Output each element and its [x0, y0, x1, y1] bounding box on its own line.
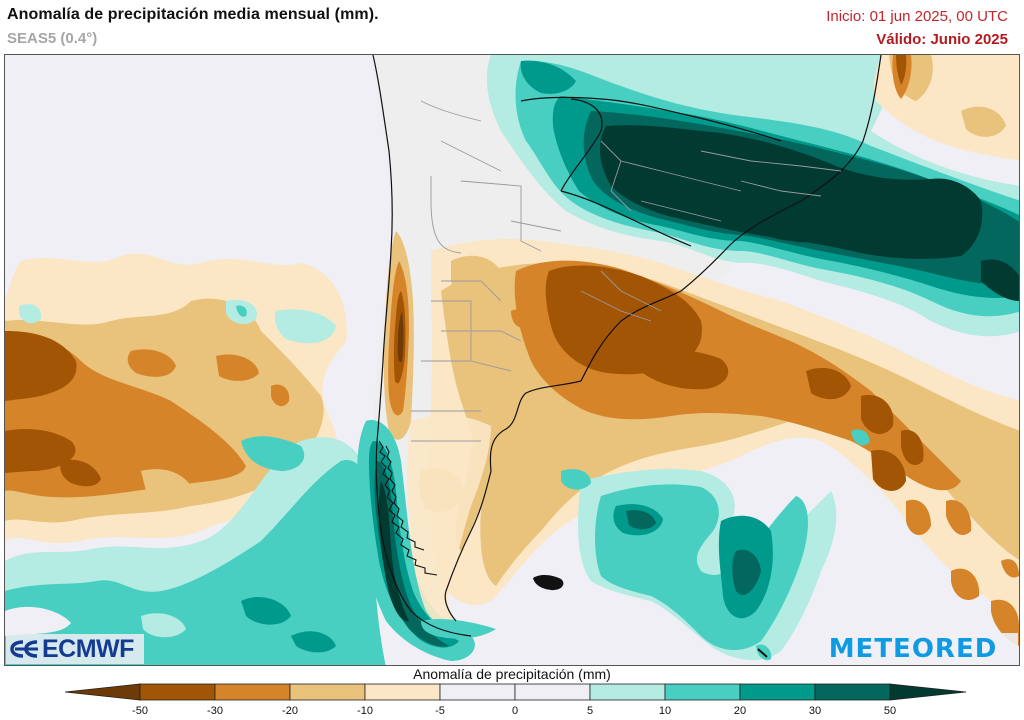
colorbar-tick: 5	[586, 705, 594, 717]
coastline	[372, 55, 882, 637]
colorbar-title: Anomalía de precipitación (mm)	[413, 666, 611, 682]
colorbar-tick: -30	[207, 705, 223, 717]
colorbar-tick: 30	[808, 705, 822, 717]
falklands-islands	[533, 575, 564, 591]
precipitation-anomaly-map	[4, 54, 1020, 666]
colorbar-tick: 10	[658, 705, 672, 717]
chile-archipelago	[378, 440, 438, 576]
ecmwf-mark-icon	[10, 639, 40, 659]
colorbar-tick: 20	[733, 705, 747, 717]
map-title: Anomalía de precipitación media mensual …	[7, 6, 379, 23]
init-date: Inicio: 01 jun 2025, 00 UTC	[826, 8, 1008, 25]
meteored-wordmark: METEORED	[828, 633, 998, 664]
colorbar-tick: -5	[435, 705, 445, 717]
meteored-logo: METEORED	[808, 633, 1018, 664]
ecmwf-wordmark: ECMWF	[42, 634, 134, 663]
colorbar-tick: -20	[282, 705, 298, 717]
valid-date: Válido: Junio 2025	[876, 31, 1008, 48]
colorbar-tick: 50	[883, 705, 897, 717]
map-canvas	[5, 55, 1019, 665]
colorbar	[64, 683, 967, 701]
model-label: SEAS5 (0.4°)	[7, 30, 98, 47]
ecmwf-logo: ECMWF	[6, 634, 144, 664]
colorbar-tick: -10	[357, 705, 373, 717]
colorbar-tick: -50	[132, 705, 148, 717]
admin-borders	[411, 100, 842, 442]
colorbar-tick: 0	[511, 705, 519, 717]
